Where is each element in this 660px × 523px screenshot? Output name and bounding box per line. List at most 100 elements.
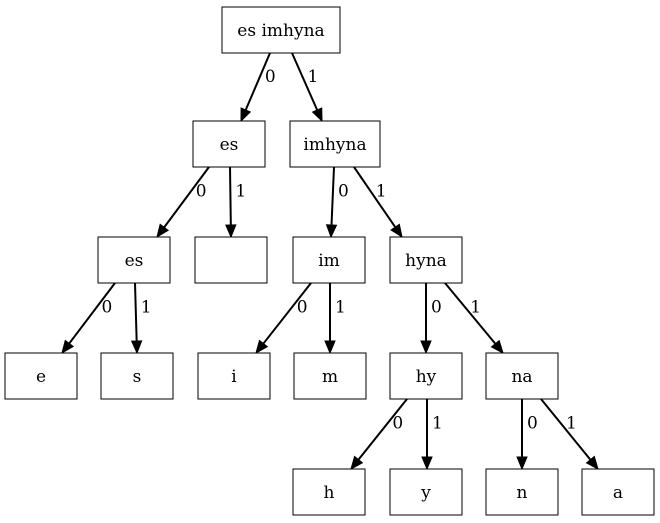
- node-label: im: [318, 251, 340, 271]
- edge-line: [330, 166, 335, 226]
- edge-label: 0: [196, 182, 207, 202]
- tree-node-a: a: [581, 468, 655, 516]
- node-box: [485, 352, 559, 400]
- tree-node-empty: [194, 236, 268, 284]
- node-box: [197, 352, 271, 400]
- arrowhead-icon: [390, 223, 403, 239]
- edge-line: [244, 52, 271, 111]
- arrowhead-icon: [61, 339, 75, 355]
- arrowhead-icon: [156, 223, 170, 239]
- edge-hyna-to-na: 1: [444, 282, 504, 355]
- node-label: a: [613, 483, 623, 503]
- node-label: na: [511, 367, 532, 387]
- edge-label: 1: [141, 298, 152, 318]
- tree-node-e: e: [4, 352, 78, 400]
- edge-label: 0: [527, 414, 538, 434]
- node-label: y: [420, 483, 431, 503]
- edges-layer: 0 1 0 1 0 1 0 1 0 1 0 1 0 1 0 1: [61, 52, 599, 471]
- node-box: [4, 352, 78, 400]
- arrowhead-icon: [585, 455, 599, 471]
- edge-hy-to-y: 1: [421, 399, 443, 471]
- edge-imhyna-to-hyna: 1: [353, 166, 403, 239]
- edge-na-to-a: 1: [540, 398, 599, 471]
- edge-line: [68, 282, 116, 345]
- arrowhead-icon: [130, 340, 143, 355]
- edge-line: [134, 282, 138, 342]
- edge-imhyna-to-im: 0: [325, 166, 349, 239]
- edge-es-to-es2: 0: [156, 166, 210, 239]
- node-box: [389, 352, 463, 400]
- tree-node-h: h: [292, 468, 366, 516]
- arrowhead-icon: [420, 340, 432, 355]
- edge-label: 0: [392, 414, 403, 434]
- node-box: [97, 236, 171, 284]
- node-box: [292, 236, 366, 284]
- tree-node-na: na: [485, 352, 559, 400]
- edge-es2-to-s: 1: [130, 282, 152, 355]
- edge-line: [540, 398, 592, 461]
- edge-line: [229, 166, 232, 226]
- edge-line: [444, 282, 497, 345]
- arrowhead-icon: [324, 340, 336, 355]
- node-box: [485, 468, 559, 516]
- node-label: es: [220, 135, 239, 155]
- edge-im-to-i: 0: [255, 282, 312, 355]
- tree-node-i: i: [197, 352, 271, 400]
- node-label: s: [133, 367, 142, 387]
- node-box: [389, 468, 463, 516]
- node-label: hy: [416, 367, 437, 387]
- node-label: i: [231, 367, 237, 387]
- node-label: es: [125, 251, 144, 271]
- node-box: [221, 6, 341, 54]
- tree-node-im: im: [292, 236, 366, 284]
- tree-node-es2: es: [97, 236, 171, 284]
- edge-line: [291, 52, 319, 111]
- arrowhead-icon: [490, 339, 504, 355]
- tree-node-imhyna: imhyna: [289, 120, 381, 168]
- edge-label: 0: [101, 298, 112, 318]
- node-box: [289, 120, 381, 168]
- tree-node-m: m: [293, 352, 367, 400]
- edge-label: 1: [566, 414, 577, 434]
- arrowhead-icon: [255, 339, 269, 355]
- node-box: [292, 468, 366, 516]
- edge-na-to-n: 0: [516, 399, 538, 471]
- arrowhead-icon: [311, 107, 323, 123]
- tree-node-y: y: [389, 468, 463, 516]
- edge-label: 0: [338, 182, 349, 202]
- edge-line: [163, 166, 210, 228]
- edge-line: [357, 398, 408, 461]
- edge-label: 1: [470, 298, 481, 318]
- edge-hyna-to-hy: 0: [420, 283, 442, 355]
- edge-im-to-m: 1: [324, 283, 346, 355]
- node-box: [100, 352, 174, 400]
- node-box: [194, 236, 268, 284]
- edge-label: 0: [297, 298, 308, 318]
- arrowhead-icon: [421, 456, 433, 471]
- tree-node-root: es imhyna: [221, 6, 341, 54]
- tree-node-hyna: hyna: [389, 236, 463, 284]
- node-label: hyna: [405, 251, 447, 271]
- edge-label: 0: [431, 298, 442, 318]
- edge-line: [262, 282, 312, 345]
- arrowhead-icon: [325, 224, 338, 239]
- edge-label: 1: [432, 414, 443, 434]
- edge-root-to-imhyna: 1: [291, 52, 323, 123]
- node-label: h: [324, 483, 335, 503]
- arrowhead-icon: [240, 107, 252, 123]
- node-box: [389, 236, 463, 284]
- tree-node-es: es: [192, 120, 266, 168]
- edge-label: 1: [235, 182, 246, 202]
- node-label: e: [36, 367, 46, 387]
- edge-label: 1: [335, 298, 346, 318]
- edge-line: [353, 166, 397, 228]
- edge-root-to-es: 0: [240, 52, 276, 123]
- node-label: es imhyna: [237, 21, 324, 41]
- edge-label: 0: [265, 67, 276, 87]
- node-box: [581, 468, 655, 516]
- node-box: [293, 352, 367, 400]
- node-label: m: [322, 367, 338, 387]
- arrowhead-icon: [350, 455, 364, 471]
